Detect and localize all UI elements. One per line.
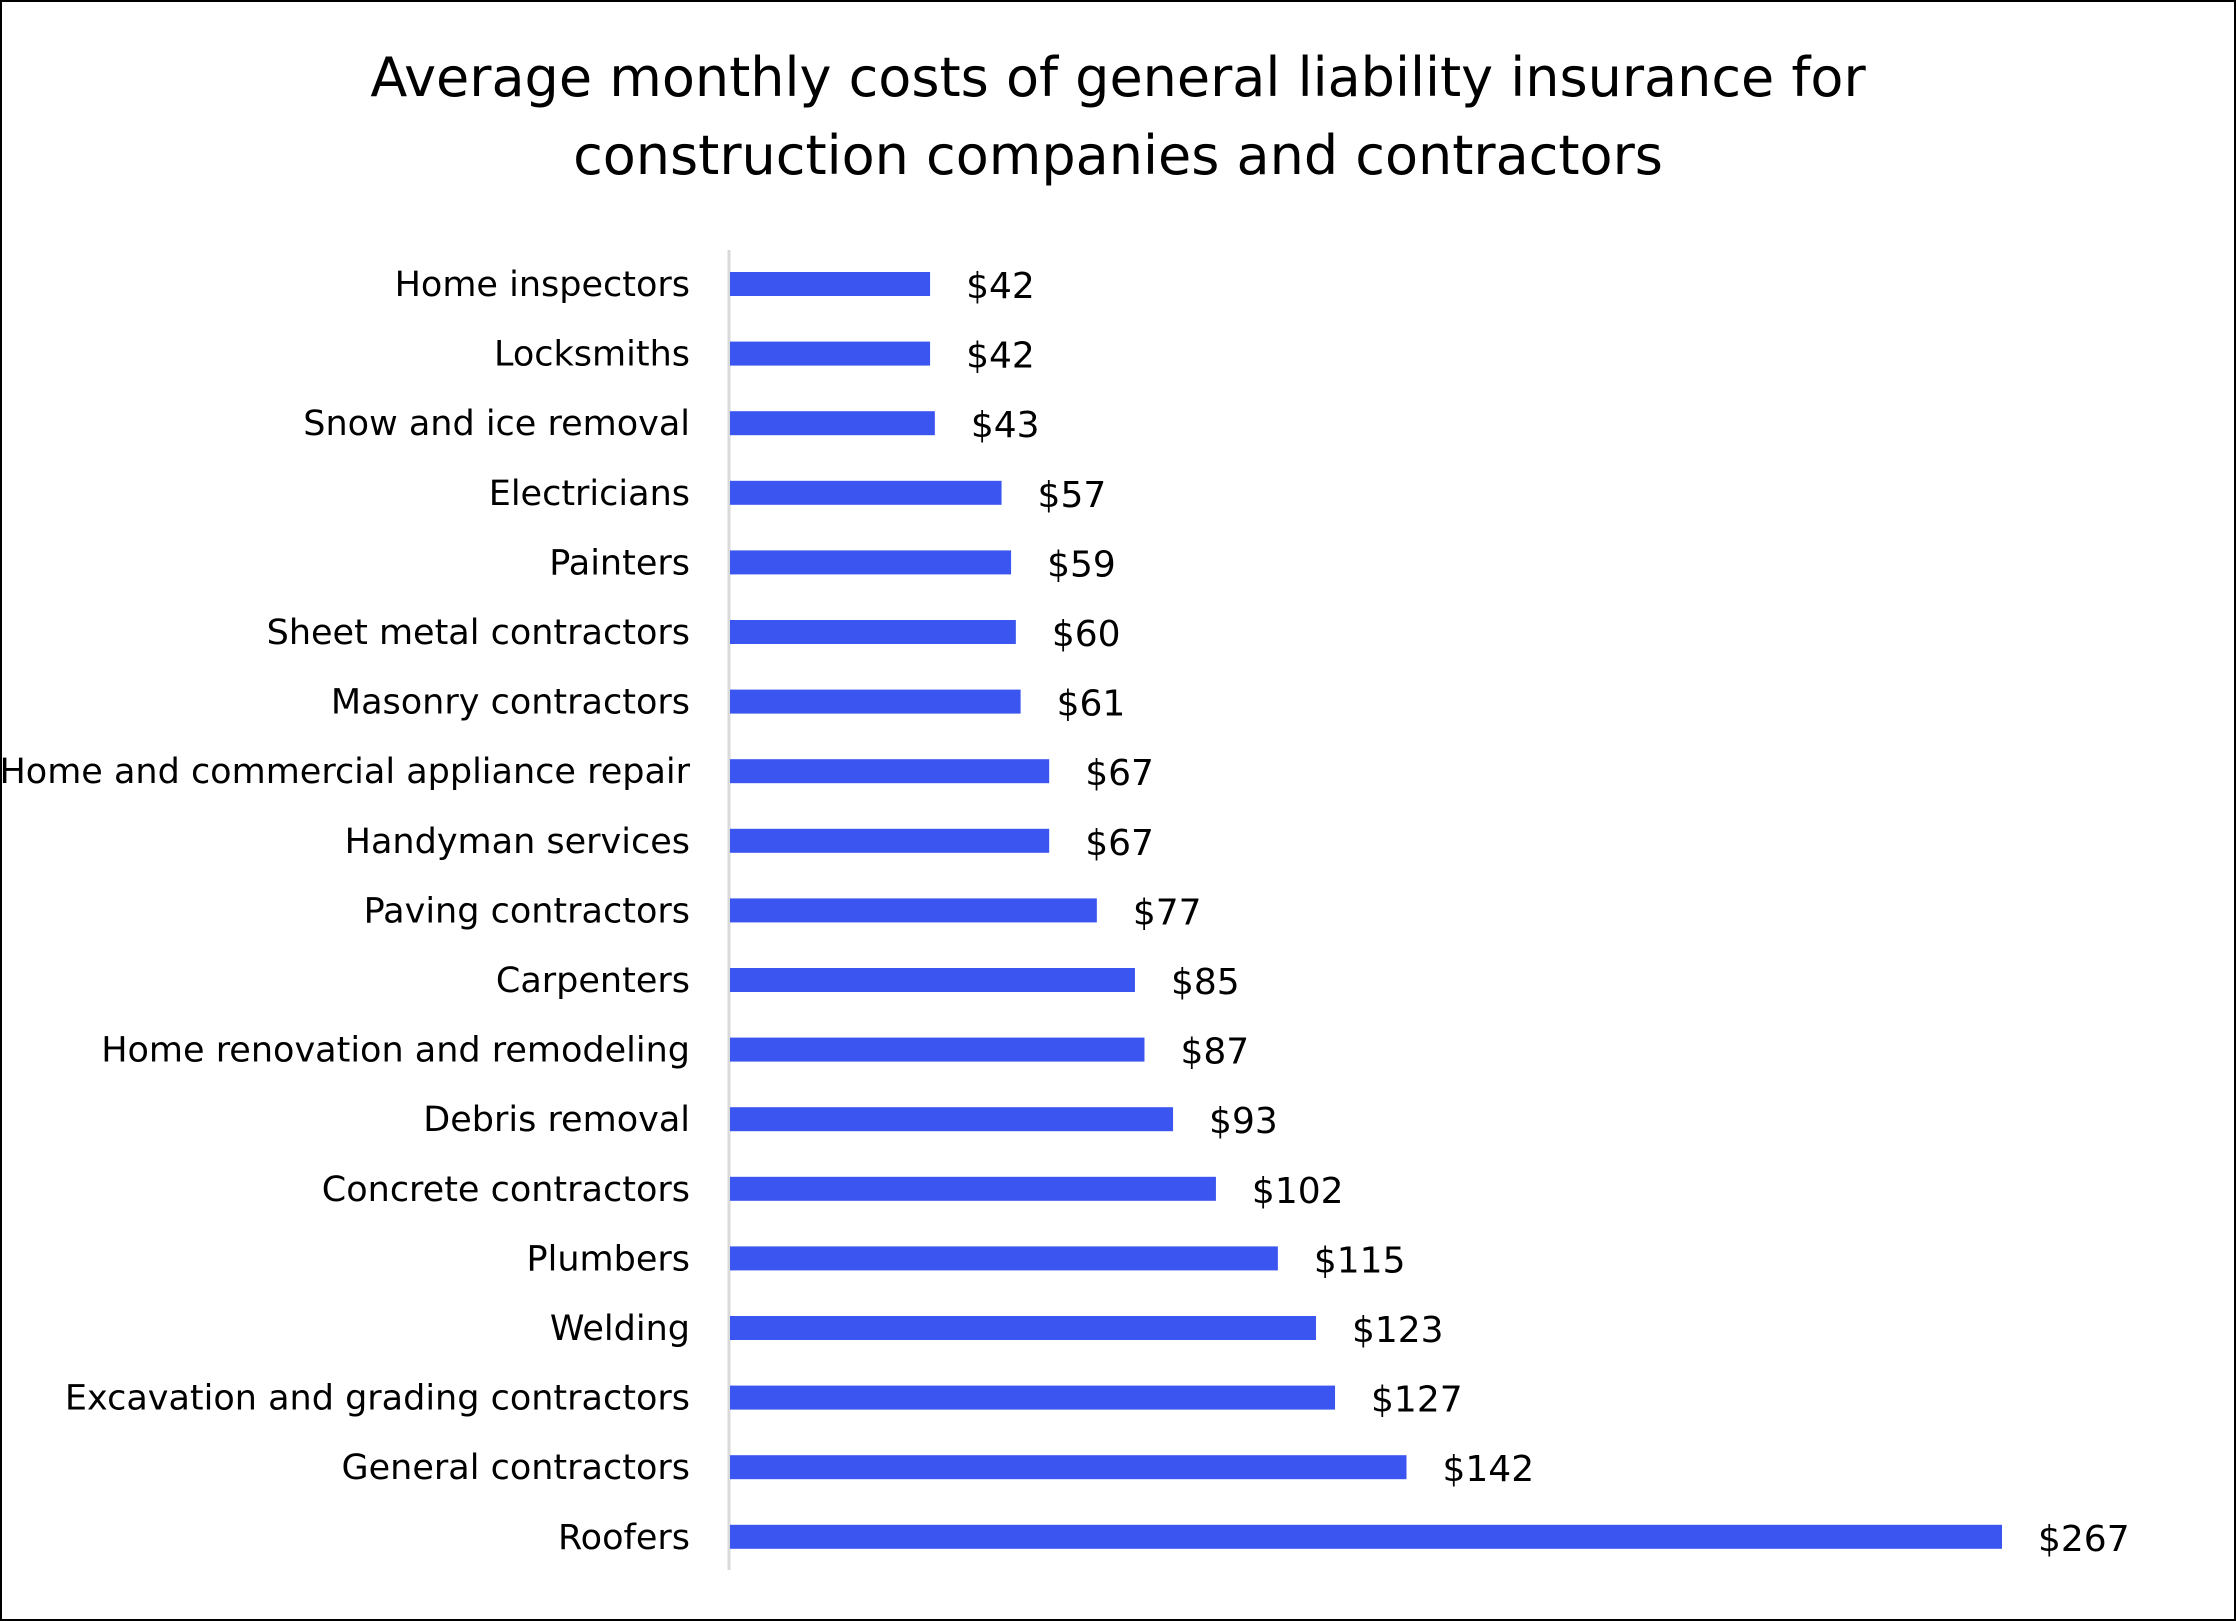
data-label: $267 (2038, 1519, 2130, 1560)
bar (730, 550, 1012, 575)
category-label: Debris removal (423, 1100, 690, 1140)
bar (730, 968, 1135, 992)
bar (730, 1455, 1407, 1480)
category-label: Handyman services (345, 822, 690, 862)
data-label: $57 (1038, 475, 1107, 516)
bar (730, 828, 1050, 853)
bar (730, 480, 1002, 505)
bar (730, 1385, 1336, 1410)
category-label: Paving contractors (364, 891, 690, 931)
bar (730, 1524, 2002, 1549)
data-label: $102 (1252, 1171, 1344, 1212)
data-label: $77 (1133, 892, 1202, 933)
data-label: $42 (966, 336, 1035, 377)
data-label: $93 (1209, 1101, 1278, 1142)
category-label: Sheet metal contractors (267, 613, 690, 653)
category-label: Home renovation and remodeling (101, 1031, 690, 1071)
category-label: Concrete contractors (322, 1170, 690, 1210)
bar (730, 341, 931, 366)
chart-title-line-1: Average monthly costs of general liabili… (370, 46, 1866, 109)
data-label: $87 (1180, 1032, 1249, 1073)
category-label: Welding (550, 1309, 690, 1349)
data-label: $67 (1085, 823, 1154, 864)
data-label: $59 (1047, 544, 1116, 585)
category-label: Home and commercial appliance repair (0, 752, 691, 792)
category-label: Electricians (489, 474, 690, 514)
data-label: $67 (1085, 753, 1154, 794)
bar (730, 759, 1050, 784)
category-label: Carpenters (496, 961, 690, 1001)
data-label: $127 (1371, 1380, 1463, 1421)
category-label: Plumbers (527, 1239, 690, 1279)
data-label: $142 (1442, 1449, 1534, 1490)
category-label: Locksmiths (494, 335, 690, 375)
category-label: Painters (549, 543, 690, 583)
bar (730, 1176, 1216, 1201)
data-label: $115 (1314, 1240, 1406, 1281)
data-label: $42 (966, 266, 1035, 307)
bar (730, 898, 1097, 923)
bar (730, 1246, 1278, 1271)
data-label: $123 (1352, 1310, 1444, 1351)
bar (730, 1037, 1145, 1062)
bar (730, 620, 1016, 644)
bar (730, 689, 1021, 714)
data-label: $85 (1171, 962, 1240, 1003)
category-label: Masonry contractors (331, 683, 690, 723)
category-label: Home inspectors (395, 265, 690, 305)
category-label: Roofers (558, 1518, 690, 1558)
category-label: General contractors (342, 1448, 690, 1488)
chart-title-line-2: construction companies and contractors (573, 124, 1663, 187)
data-label: $61 (1057, 684, 1126, 725)
category-label: Snow and ice removal (303, 404, 690, 444)
bar (730, 1316, 1316, 1340)
bar (730, 1107, 1174, 1132)
data-label: $43 (971, 405, 1040, 446)
category-label: Excavation and grading contractors (65, 1379, 690, 1419)
bar (730, 272, 931, 296)
bar (730, 411, 935, 436)
data-label: $60 (1052, 614, 1121, 655)
